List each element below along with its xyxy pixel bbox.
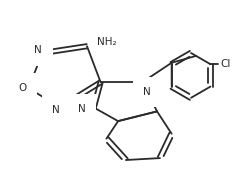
Text: N: N xyxy=(34,45,42,55)
Text: N: N xyxy=(52,105,60,115)
Text: NH₂: NH₂ xyxy=(97,37,116,47)
Text: N: N xyxy=(78,104,86,114)
Text: Cl: Cl xyxy=(220,59,231,69)
Text: O: O xyxy=(19,83,27,93)
Text: N: N xyxy=(144,87,151,97)
